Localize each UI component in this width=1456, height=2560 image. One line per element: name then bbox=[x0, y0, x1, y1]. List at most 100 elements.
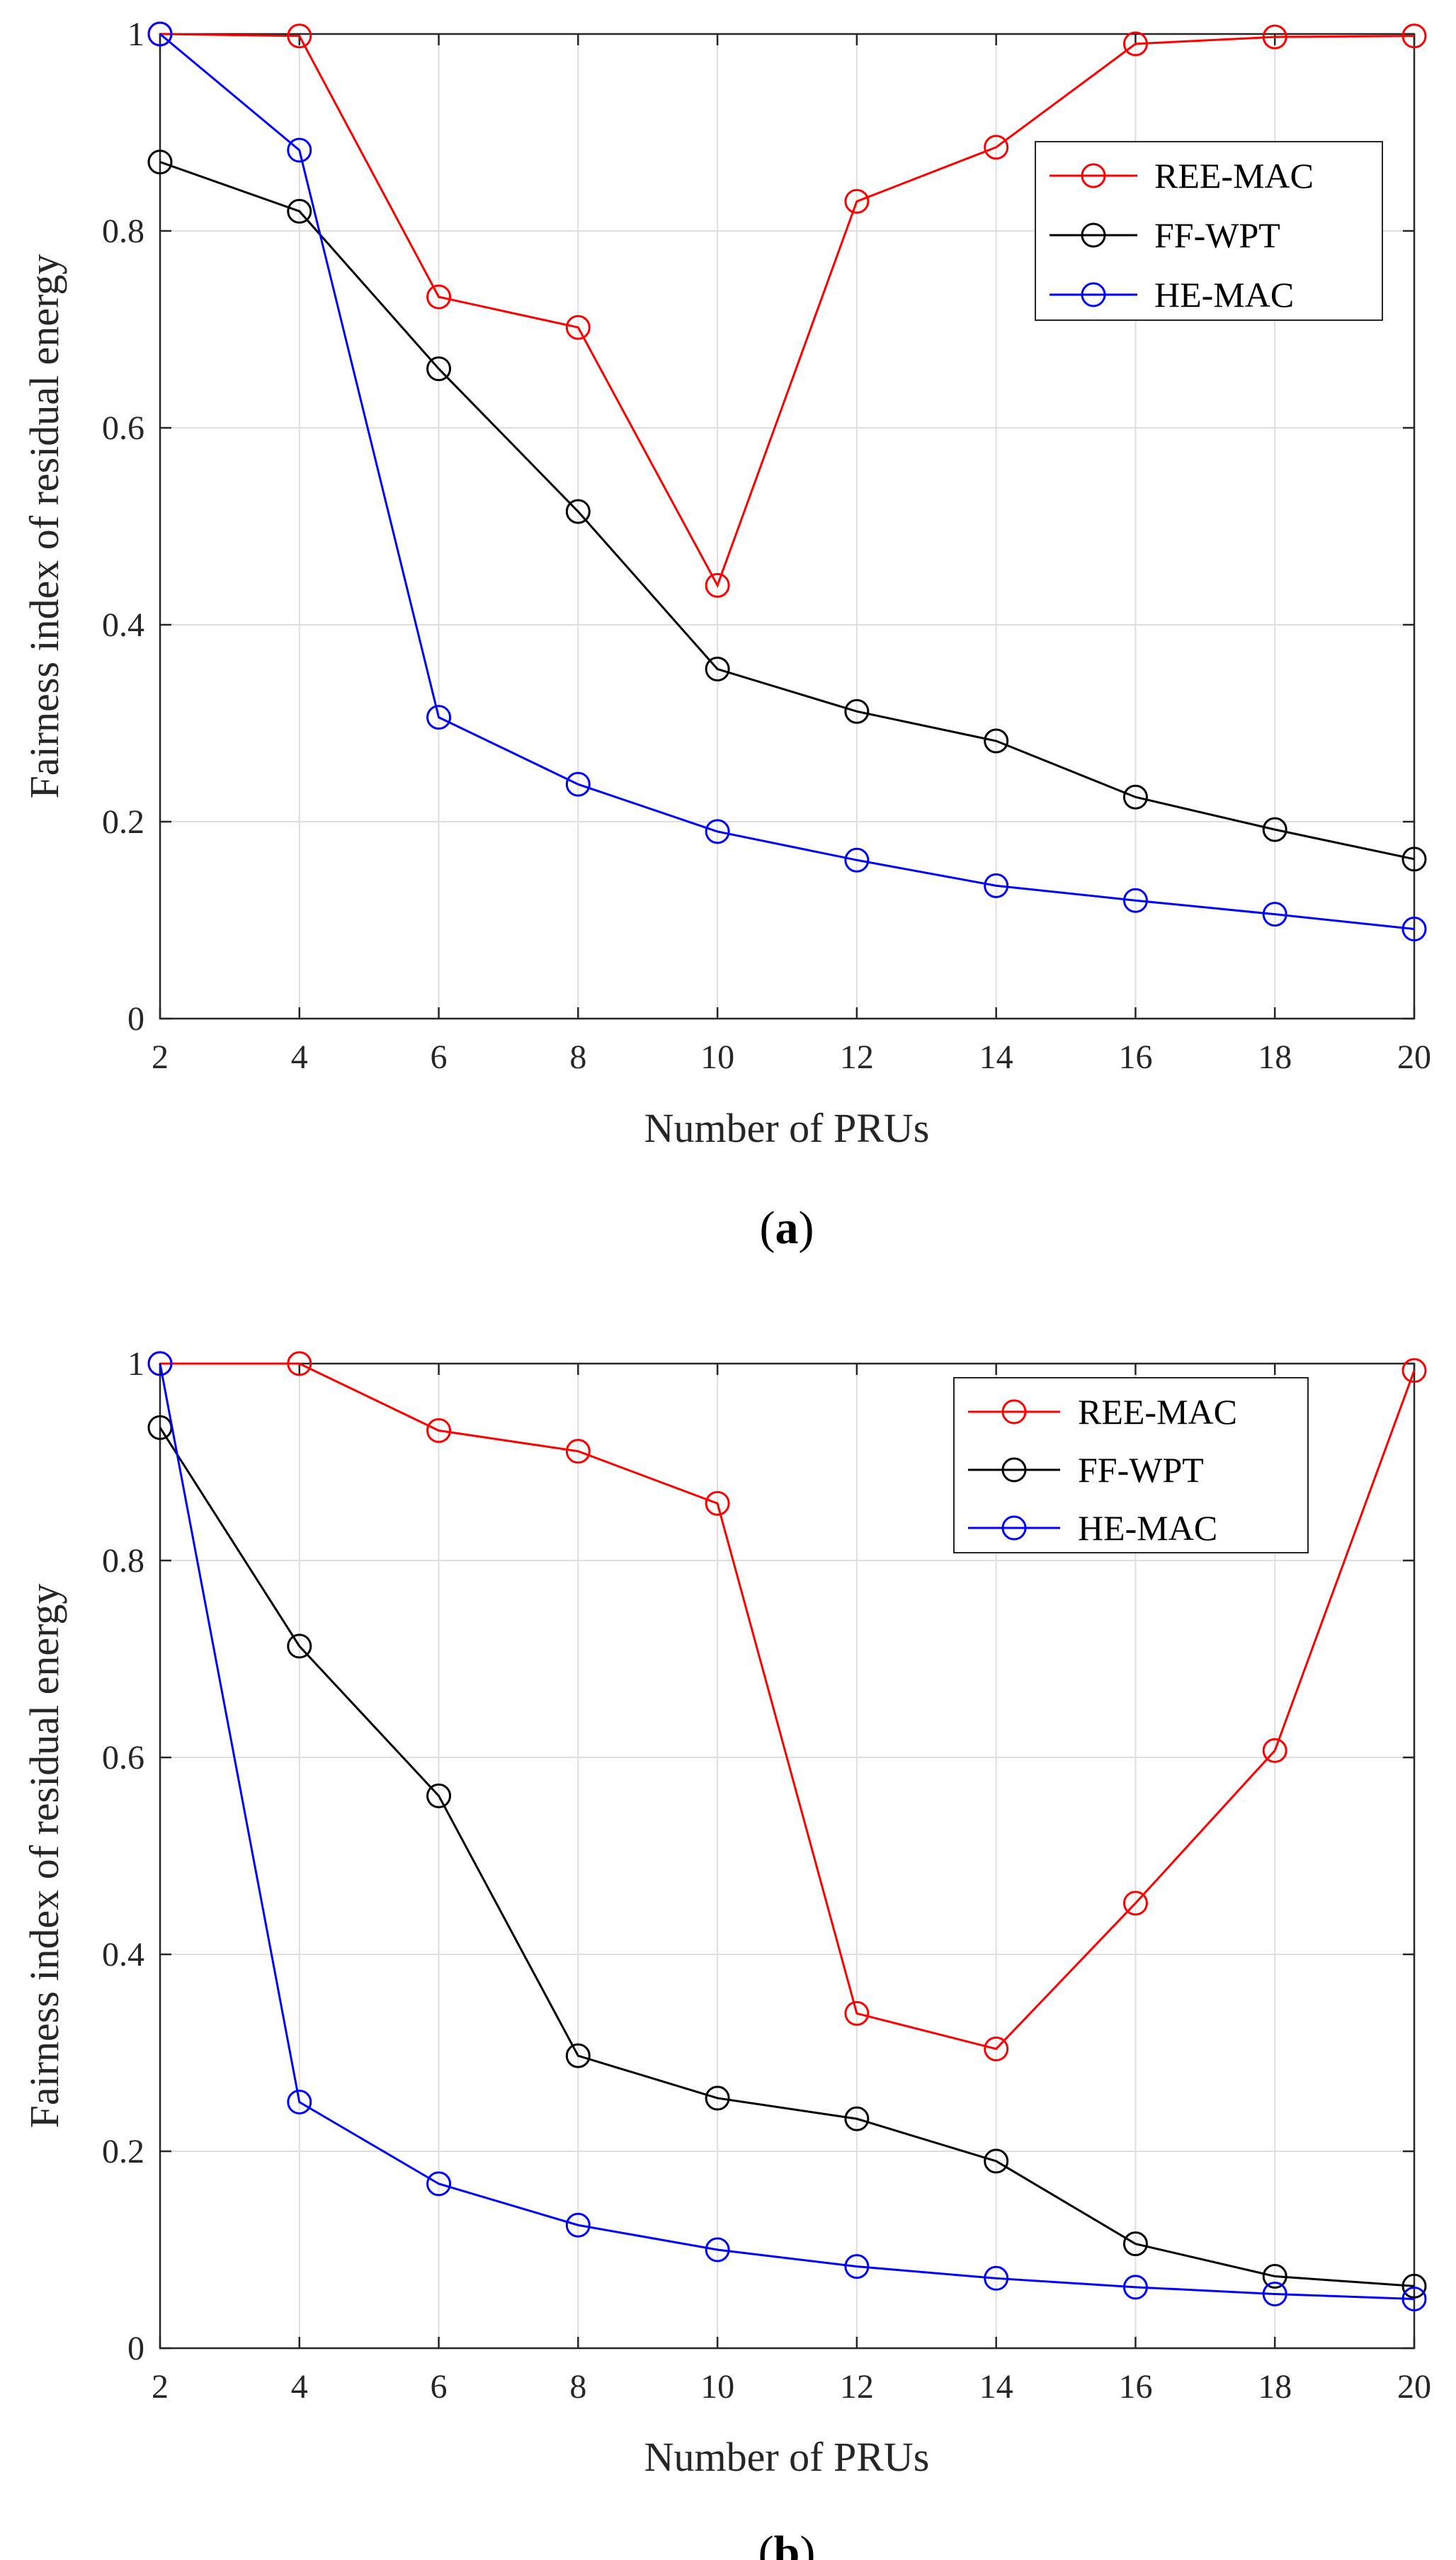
data-point-ree-mac bbox=[1262, 1738, 1287, 1763]
data-point-ff-wpt bbox=[984, 2148, 1009, 2174]
x-tick-label: 12 bbox=[840, 2368, 874, 2406]
x-tick-label: 4 bbox=[291, 1038, 308, 1076]
data-point-ff-wpt bbox=[705, 657, 730, 682]
y-tick-label: 0 bbox=[127, 1000, 144, 1038]
data-point-ree-mac bbox=[1122, 31, 1148, 57]
data-point-ree-mac bbox=[1401, 1358, 1427, 1383]
panel-b-x-ticks: 2 4 6 8 10 12 14 16 18 20 bbox=[152, 1364, 1431, 2406]
data-point-he-mac bbox=[705, 2237, 730, 2262]
data-point-ree-mac bbox=[705, 1490, 730, 1516]
x-tick-label: 6 bbox=[431, 2368, 448, 2406]
data-point-he-mac bbox=[287, 137, 312, 163]
y-tick-label: 0.6 bbox=[102, 409, 144, 447]
y-tick-label: 0.4 bbox=[102, 1936, 144, 1973]
data-point-ree-mac bbox=[426, 1418, 452, 1444]
y-tick-label: 0.2 bbox=[102, 2133, 144, 2170]
data-point-he-mac bbox=[844, 847, 870, 873]
legend-entry-ff-wpt: FF-WPT bbox=[968, 1450, 1204, 1490]
y-tick-label: 0.8 bbox=[102, 1542, 144, 1580]
data-point-ree-mac bbox=[426, 284, 452, 310]
data-point-ree-mac bbox=[1122, 1891, 1148, 1916]
x-tick-label: 10 bbox=[700, 1038, 734, 1076]
data-point-ree-mac bbox=[565, 1439, 591, 1464]
data-point-ff-wpt bbox=[1262, 2264, 1287, 2289]
data-point-ree-mac bbox=[844, 2000, 870, 2026]
y-tick-label: 0.2 bbox=[102, 803, 144, 841]
data-point-ff-wpt bbox=[287, 198, 312, 224]
legend-entry-ff-wpt: FF-WPT bbox=[1050, 215, 1280, 255]
x-tick-label: 14 bbox=[979, 2368, 1013, 2406]
data-point-ff-wpt bbox=[147, 149, 173, 175]
x-tick-label: 2 bbox=[152, 1038, 169, 1076]
x-tick-label: 8 bbox=[569, 2368, 586, 2406]
series-ree-mac bbox=[147, 21, 1427, 598]
data-point-he-mac bbox=[984, 2265, 1009, 2291]
legend-label: REE-MAC bbox=[1078, 1392, 1237, 1432]
panel-b-legend-box bbox=[953, 1377, 1309, 1553]
legend-label: FF-WPT bbox=[1154, 215, 1280, 255]
legend-label: FF-WPT bbox=[1078, 1450, 1204, 1490]
data-point-ff-wpt bbox=[705, 2085, 730, 2111]
panel-b-caption: (b) bbox=[758, 2527, 816, 2560]
legend-entry-ree-mac: REE-MAC bbox=[1050, 156, 1314, 196]
data-point-he-mac bbox=[705, 819, 730, 844]
data-point-he-mac bbox=[1262, 2282, 1287, 2307]
legend-marker bbox=[1001, 1457, 1027, 1483]
data-point-he-mac bbox=[147, 1351, 173, 1376]
legend-marker bbox=[1001, 1515, 1027, 1541]
x-tick-label: 20 bbox=[1397, 2368, 1431, 2406]
data-point-he-mac bbox=[565, 771, 591, 797]
series-ff-wpt bbox=[147, 149, 1427, 872]
data-point-ree-mac bbox=[705, 572, 730, 598]
data-point-he-mac bbox=[1262, 902, 1287, 927]
data-point-ff-wpt bbox=[426, 356, 452, 382]
legend-entry-he-mac: HE-MAC bbox=[1050, 275, 1294, 315]
series-line-he-mac bbox=[159, 33, 1415, 931]
data-point-ff-wpt bbox=[1401, 2273, 1427, 2299]
data-point-ff-wpt bbox=[844, 2106, 870, 2131]
data-point-he-mac bbox=[426, 2171, 452, 2197]
legend-marker bbox=[1081, 163, 1106, 188]
x-tick-label: 18 bbox=[1258, 1038, 1292, 1076]
panel-b-series bbox=[147, 1351, 1427, 2311]
data-point-ff-wpt bbox=[287, 1633, 312, 1659]
panel-b-x-axis-label: Number of PRUs bbox=[644, 2434, 930, 2480]
data-point-he-mac bbox=[1401, 2287, 1427, 2311]
data-point-ff-wpt bbox=[565, 499, 591, 524]
panel-a-legend: REE-MAC FF-WPT HE-MAC bbox=[1035, 141, 1383, 321]
series-he-mac bbox=[147, 21, 1427, 942]
panel-b-y-axis-label: Fairness index of residual energy bbox=[21, 1584, 67, 2129]
panel-a-x-axis-label: Number of PRUs bbox=[644, 1105, 930, 1151]
legend-entry-ree-mac: REE-MAC bbox=[968, 1392, 1237, 1432]
legend-marker bbox=[1081, 282, 1106, 307]
legend-label: HE-MAC bbox=[1154, 275, 1294, 315]
data-point-he-mac bbox=[1122, 2275, 1148, 2300]
panel-b-legend: REE-MAC FF-WPT HE-MAC bbox=[953, 1377, 1309, 1553]
data-point-ree-mac bbox=[844, 188, 870, 214]
data-point-ff-wpt bbox=[844, 698, 870, 724]
series-line-ff-wpt bbox=[159, 161, 1415, 861]
y-tick-label: 0.8 bbox=[102, 213, 144, 250]
legend-entry-he-mac: HE-MAC bbox=[968, 1508, 1217, 1548]
panel-b: 2 4 6 8 10 12 14 16 18 20 0 0.2 0.4 0.6 0.8 1 Number o… bbox=[21, 1345, 1431, 2560]
data-point-ff-wpt bbox=[426, 1783, 452, 1808]
data-point-ff-wpt bbox=[1122, 2231, 1148, 2257]
data-point-he-mac bbox=[984, 873, 1009, 898]
series-line-he-mac bbox=[159, 1363, 1415, 2300]
legend-marker bbox=[1081, 222, 1106, 248]
panel-a-y-axis-label: Fairness index of residual energy bbox=[21, 254, 67, 799]
x-tick-label: 18 bbox=[1258, 2368, 1292, 2406]
data-point-ree-mac bbox=[984, 2036, 1009, 2061]
data-point-ff-wpt bbox=[565, 2043, 591, 2068]
x-tick-label: 4 bbox=[291, 2368, 308, 2406]
series-ff-wpt bbox=[147, 1415, 1427, 2299]
panel-a-caption: (a) bbox=[760, 1202, 814, 1254]
x-tick-label: 10 bbox=[700, 2368, 734, 2406]
x-tick-label: 6 bbox=[431, 1038, 448, 1076]
panel-a-series bbox=[147, 21, 1427, 942]
data-point-he-mac bbox=[1122, 888, 1148, 913]
data-point-ree-mac bbox=[565, 315, 591, 340]
series-line-ff-wpt bbox=[159, 1427, 1415, 2287]
y-tick-label: 1 bbox=[127, 1345, 144, 1383]
y-tick-label: 0.4 bbox=[102, 606, 144, 644]
